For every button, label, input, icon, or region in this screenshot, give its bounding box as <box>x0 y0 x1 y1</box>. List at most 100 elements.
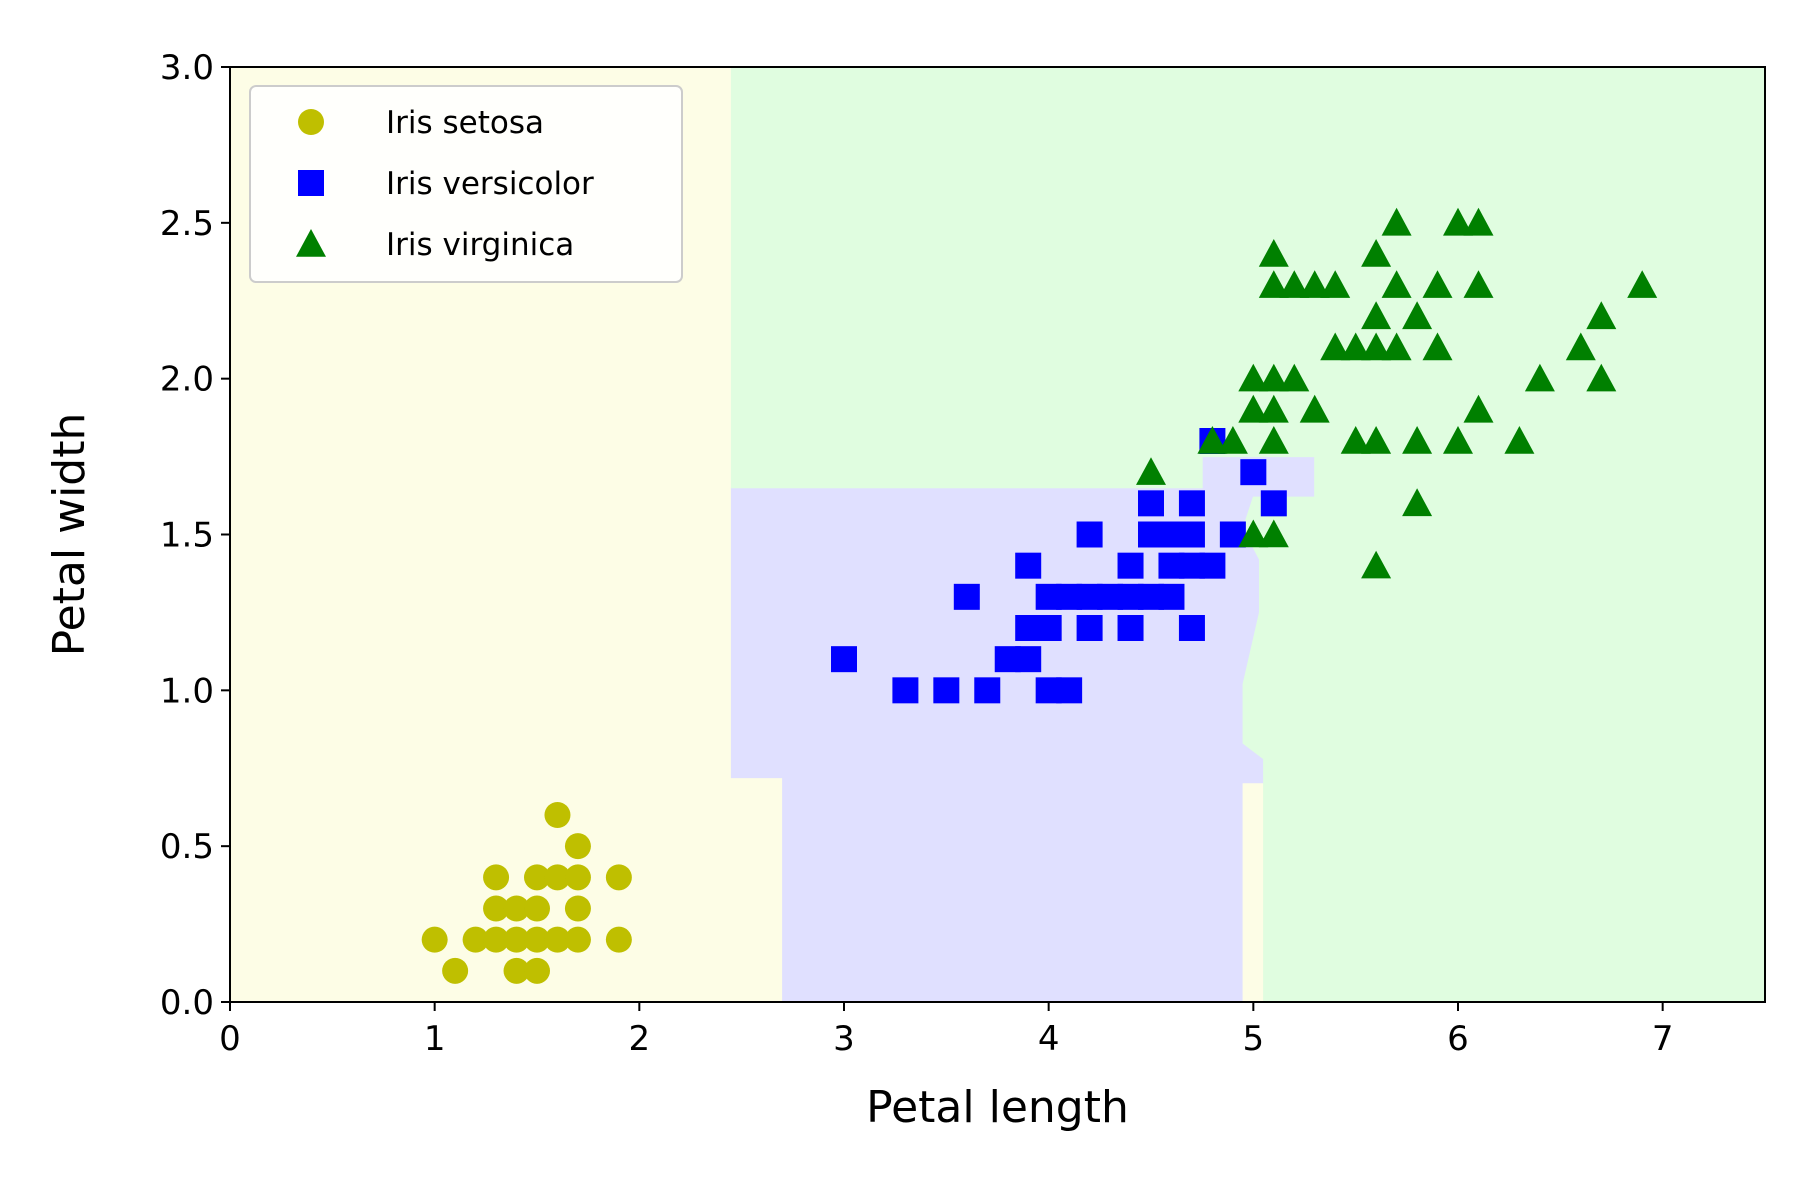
data-point-circle <box>524 895 550 922</box>
data-point-triangle <box>1258 363 1289 392</box>
data-point-triangle <box>1504 426 1535 454</box>
data-point-triangle <box>1299 270 1330 298</box>
data-point-square <box>1240 459 1267 486</box>
x-tick-label: 1 <box>424 1019 446 1059</box>
data-point-triangle <box>1361 332 1392 361</box>
data-point-circle <box>503 957 530 984</box>
data-point-square <box>1178 521 1205 548</box>
data-point-triangle <box>1320 332 1351 361</box>
data-point-circle <box>524 957 550 984</box>
data-point-triangle <box>1463 270 1494 298</box>
data-point-triangle <box>1238 519 1269 548</box>
data-point-circle <box>524 864 550 891</box>
data-point-triangle <box>1361 239 1392 267</box>
data-point-triangle <box>1402 426 1433 454</box>
data-point-triangle <box>1197 426 1228 454</box>
data-point-triangle <box>1402 301 1433 330</box>
data-point-triangle <box>1320 270 1351 298</box>
legend-label: Iris virginica <box>386 227 574 263</box>
y-axis-ticks: 0.0 0.5 1.0 1.5 2.0 2.5 3.0 <box>160 48 230 1023</box>
data-point-triangle <box>1524 363 1555 392</box>
legend-marker-circle <box>298 109 324 135</box>
x-tick-label: 5 <box>1243 1019 1265 1059</box>
data-point-square <box>1015 646 1042 673</box>
data-point-circle <box>483 895 510 922</box>
data-point-circle <box>544 802 571 828</box>
data-point-square <box>1117 552 1144 579</box>
data-point-triangle <box>1443 207 1473 236</box>
data-point-triangle <box>1299 394 1330 423</box>
data-point-triangle <box>1627 270 1658 298</box>
x-tick-label: 3 <box>833 1019 855 1059</box>
data-point-triangle <box>1258 239 1289 267</box>
series-triangle <box>1136 207 1658 579</box>
data-point-triangle <box>1340 332 1371 361</box>
data-point-triangle <box>1238 363 1269 392</box>
data-point-triangle <box>1258 426 1289 454</box>
data-point-triangle <box>1381 207 1412 236</box>
data-point-square <box>974 677 1001 704</box>
data-point-square <box>1076 615 1103 641</box>
y-tick-label: 0.5 <box>160 827 214 867</box>
data-point-circle <box>442 957 469 984</box>
data-points <box>421 207 1658 984</box>
data-point-triangle <box>1381 270 1412 298</box>
y-tick-label: 1.0 <box>160 671 214 711</box>
x-tick-label: 7 <box>1652 1019 1674 1059</box>
data-point-square <box>1076 521 1103 548</box>
data-point-circle <box>564 895 591 922</box>
data-point-circle <box>564 926 591 953</box>
data-point-square <box>1117 615 1144 641</box>
data-point-triangle <box>1422 270 1453 298</box>
data-point-triangle <box>1443 426 1473 454</box>
data-point-triangle <box>1258 270 1289 298</box>
legend-label: Iris versicolor <box>386 166 594 202</box>
data-point-triangle <box>1463 394 1494 423</box>
data-point-square <box>1199 552 1226 579</box>
legend-label: Iris setosa <box>386 105 544 141</box>
data-point-triangle <box>1381 332 1412 361</box>
data-point-triangle <box>1361 426 1392 454</box>
data-point-square <box>1015 552 1042 579</box>
legend-box <box>249 85 683 283</box>
y-axis-label: Petal width <box>44 413 95 657</box>
data-point-triangle <box>1361 550 1392 579</box>
data-point-triangle <box>1463 207 1494 236</box>
x-tick-label: 6 <box>1447 1019 1469 1059</box>
data-point-triangle <box>1422 332 1453 361</box>
legend: Iris setosa Iris versicolor Iris virginica <box>249 85 683 283</box>
data-point-circle <box>503 895 530 922</box>
x-tick-label: 4 <box>1038 1019 1060 1059</box>
data-point-square <box>1260 490 1287 517</box>
data-point-square <box>892 677 919 704</box>
series-circle <box>421 802 632 984</box>
data-point-circle <box>483 926 510 953</box>
data-point-triangle <box>1258 394 1289 423</box>
data-point-triangle <box>1340 426 1371 454</box>
y-tick-label: 1.5 <box>160 516 214 556</box>
data-point-triangle <box>1258 519 1289 548</box>
data-point-square <box>1158 583 1185 610</box>
data-point-circle <box>544 864 571 891</box>
data-point-circle <box>564 833 591 860</box>
x-axis-label: Petal length <box>866 1082 1129 1133</box>
data-point-square <box>1035 615 1062 641</box>
decision-region-2 <box>1242 783 1265 1003</box>
y-tick-label: 2.0 <box>160 360 214 400</box>
legend-marker-triangle <box>296 229 326 257</box>
data-point-square <box>1178 490 1205 517</box>
data-point-triangle <box>1586 363 1617 392</box>
data-point-triangle <box>1136 457 1166 485</box>
data-point-triangle <box>1217 426 1248 454</box>
y-tick-label: 2.5 <box>160 204 214 244</box>
data-point-triangle <box>1279 363 1310 392</box>
series-square <box>831 428 1287 704</box>
data-point-circle <box>483 864 510 891</box>
data-point-square <box>953 583 980 610</box>
y-tick-label: 0.0 <box>160 983 214 1023</box>
data-point-circle <box>524 926 550 953</box>
data-point-circle <box>605 864 632 891</box>
data-point-circle <box>544 926 571 953</box>
data-point-triangle <box>1565 332 1596 361</box>
data-point-triangle <box>1402 488 1433 517</box>
